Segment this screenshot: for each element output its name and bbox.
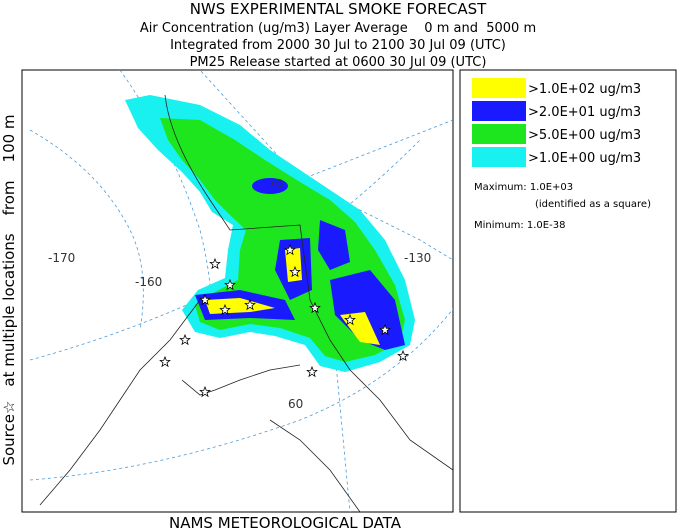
subtitle: Air Concentration (ug/m3) Layer Average … [140, 21, 536, 36]
legend-swatch [472, 101, 526, 121]
legend-swatch [472, 124, 526, 144]
height: 100 m [0, 114, 18, 162]
subtitle: Integrated from 2000 30 Jul to 2100 30 J… [170, 38, 506, 53]
legend-label: >5.0E+00 ug/m3 [528, 128, 641, 143]
graticule [29, 308, 453, 481]
graticule [29, 129, 144, 331]
plume-contour [285, 248, 302, 282]
legend: Maximum: 1.0E+03 (identified as a square… [459, 69, 677, 513]
minimum: Minimum: 1.0E-38 [474, 220, 565, 231]
legend-label: >1.0E+02 ug/m3 [528, 82, 641, 97]
maximum-note: (identified as a square) [535, 199, 651, 210]
source: Source☆ [0, 401, 18, 466]
footer: NAMS METEOROLOGICAL DATA [169, 514, 402, 532]
plume-contour [318, 220, 350, 270]
coastline [164, 94, 453, 471]
map-label: 70 [268, 177, 283, 191]
title: NWS EXPERIMENTAL SMOKE FORECAST [190, 0, 487, 18]
from: from [0, 180, 18, 215]
map: -170 -160 -130 70 60 [21, 69, 454, 513]
coastline [39, 299, 201, 506]
side-label: Source☆ at multiple locations from 100 m [0, 114, 18, 465]
locations: at multiple locations [0, 233, 18, 386]
coastline [181, 364, 301, 396]
subtitle: PM25 Release started at 0600 30 Jul 09 (… [190, 55, 487, 70]
coastline [269, 419, 361, 512]
legend-swatch [472, 78, 526, 98]
legend-swatch [472, 147, 526, 167]
map-label: -130 [404, 251, 431, 265]
maximum: Maximum: 1.0E+03 [474, 182, 573, 193]
legend-label: >2.0E+01 ug/m3 [528, 105, 641, 120]
legend-label: >1.0E+00 ug/m3 [528, 151, 641, 166]
map-label: -170 [48, 251, 75, 265]
map-label: -160 [135, 275, 162, 289]
graticule [299, 179, 351, 512]
plume-contour [252, 178, 288, 194]
map-label: 60 [288, 397, 303, 411]
